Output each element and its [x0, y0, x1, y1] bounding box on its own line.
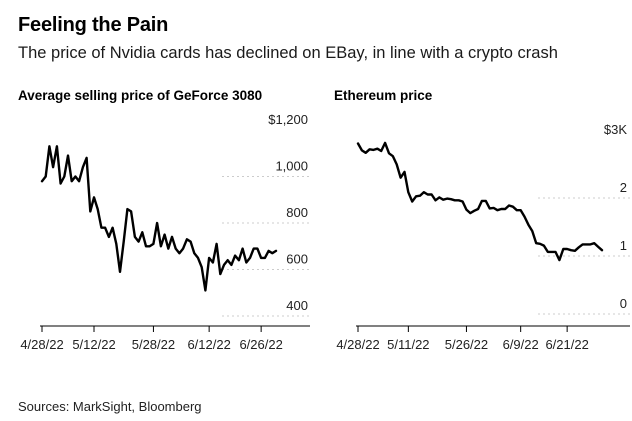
y-tick-label-eth-3: $3K — [604, 122, 627, 137]
page-subtitle: The price of Nvidia cards has declined o… — [18, 44, 558, 62]
y-tick-label-gpu-3: 1,000 — [275, 159, 308, 174]
x-tick-label-eth-3: 6/9/22 — [503, 337, 539, 352]
x-tick-label-gpu-3: 6/12/22 — [187, 337, 230, 352]
y-tick-label-gpu-2: 800 — [286, 205, 308, 220]
y-tick-label-eth-1: 1 — [620, 238, 627, 253]
y-tick-label-gpu-1: 600 — [286, 252, 308, 267]
chart-title-ethereum: Ethereum price — [334, 88, 433, 103]
y-tick-label-gpu-0: 400 — [286, 298, 308, 313]
x-tick-label-gpu-4: 6/26/22 — [239, 337, 282, 352]
x-tick-label-gpu-0: 4/28/22 — [20, 337, 63, 352]
x-tick-label-eth-1: 5/11/22 — [387, 337, 429, 352]
x-tick-label-eth-2: 5/26/22 — [445, 337, 488, 352]
x-tick-label-eth-0: 4/28/22 — [336, 337, 379, 352]
y-tick-label-eth-2: 2 — [620, 180, 627, 195]
x-tick-label-eth-4: 6/21/22 — [545, 337, 588, 352]
x-tick-label-gpu-1: 5/12/22 — [72, 337, 115, 352]
y-tick-label-gpu-4: $1,200 — [268, 112, 308, 127]
source-note: Sources: MarkSight, Bloomberg — [18, 399, 202, 414]
chart-title-gpu: Average selling price of GeForce 3080 — [18, 88, 263, 103]
gpu-price-chart: 400 600 800 1,000 $1,200 4/28/22 5/12/22 5/28/2… — [20, 112, 310, 352]
series-line-gpu-0 — [40, 145, 278, 292]
page-title: Feeling the Pain — [18, 14, 169, 36]
ethereum-price-chart: 0 1 2 $3K 4/28/22 5/11/22 5/26/22 6/9/22 6/21/22 — [336, 122, 630, 352]
series-line-eth-0 — [356, 141, 604, 262]
x-tick-label-gpu-2: 5/28/22 — [132, 337, 175, 352]
y-tick-label-eth-0: 0 — [620, 296, 627, 311]
